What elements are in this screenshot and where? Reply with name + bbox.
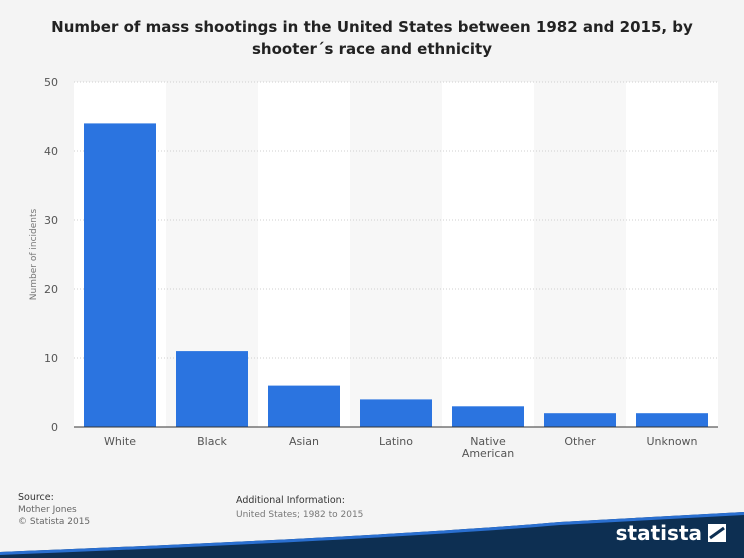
additional-info-header: Additional Information:: [236, 495, 345, 506]
bar-chart: 0 10 20 30 40 50 Number of incidents White Black…: [29, 76, 718, 460]
footer-band: [0, 512, 744, 558]
additional-info-block: Additional Information: United States; 1…: [236, 494, 363, 522]
y-axis-label: Number of incidents: [29, 209, 39, 301]
y-tick-label: 30: [44, 214, 58, 227]
y-tick-label: 10: [44, 352, 58, 365]
y-tick-label: 40: [44, 145, 58, 158]
bar-native-american: [452, 406, 524, 427]
footer-accent-stripe: [0, 512, 744, 555]
bar-asian: [268, 385, 340, 427]
statista-logo-icon: [708, 524, 726, 542]
x-tick-label: Native: [470, 435, 506, 448]
bar-unknown: [636, 413, 708, 427]
source-line-2: © Statista 2015: [18, 517, 91, 527]
additional-info-text: United States; 1982 to 2015: [236, 510, 364, 520]
source-line-1: Mother Jones: [18, 505, 77, 515]
y-tick-label: 0: [51, 421, 58, 434]
source-block: Source: Mother Jones © Statista 2015: [18, 492, 90, 528]
x-tick-label: Unknown: [646, 435, 697, 448]
x-tick-label: White: [104, 435, 136, 448]
statista-brand[interactable]: statista: [616, 519, 726, 547]
x-tick-label: Asian: [289, 435, 319, 448]
brand-name: statista: [615, 521, 702, 545]
bar-black: [176, 351, 248, 427]
source-header[interactable]: Source:: [18, 492, 54, 503]
chart-title-line-2: shooter´s race and ethnicity: [252, 40, 492, 58]
bar-white: [84, 123, 156, 428]
x-tick-label: Black: [197, 435, 227, 448]
y-tick-label: 20: [44, 283, 58, 296]
chart-title-line-1: Number of mass shootings in the United S…: [51, 18, 693, 36]
x-tick-label: Latino: [379, 435, 413, 448]
bar-other: [544, 413, 616, 427]
y-tick-label: 50: [44, 76, 58, 89]
category-band: [534, 82, 626, 427]
bar-latino: [360, 399, 432, 427]
x-tick-label: American: [462, 447, 514, 460]
category-band: [350, 82, 442, 427]
chart-title: Number of mass shootings in the United S…: [20, 16, 724, 60]
x-tick-label: Other: [564, 435, 596, 448]
